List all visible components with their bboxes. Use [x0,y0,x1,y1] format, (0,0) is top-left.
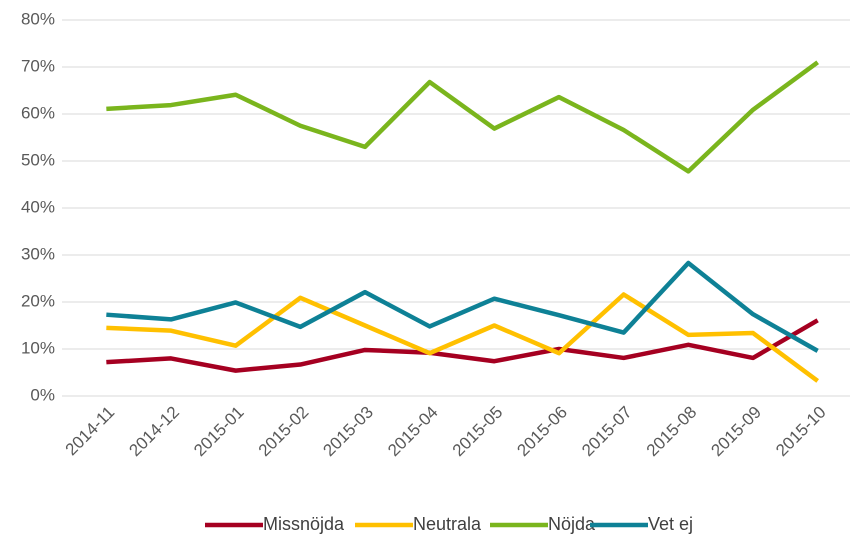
x-tick-label: 2015-02 [255,403,313,461]
y-tick-label: 40% [21,197,55,216]
series-line [106,260,819,353]
y-tick-label: 20% [21,291,55,310]
x-tick-label: 2014-11 [62,403,119,460]
x-tick-label: 2015-05 [449,403,507,461]
x-tick-label: 2015-04 [384,403,442,461]
legend-label: Nöjda [548,514,596,534]
y-tick-label: 10% [21,338,55,357]
y-tick-label: 60% [21,103,55,122]
x-tick-label: 2015-03 [319,403,377,461]
y-tick-label: 50% [21,150,55,169]
x-tick-label: 2015-06 [513,403,571,461]
x-tick-label: 2015-09 [707,403,765,461]
y-tick-label: 70% [21,56,55,75]
legend-label: Neutrala [413,514,482,534]
y-tick-label: 80% [21,9,55,28]
legend-label: Vet ej [648,514,693,534]
legend-label: Missnöjda [263,514,345,534]
y-tick-label: 0% [30,385,55,404]
x-tick-label: 2014-12 [125,403,183,461]
x-tick-label: 2015-07 [578,403,636,461]
x-tick-label: 2015-08 [643,403,701,461]
series-line [106,60,819,174]
series-line [106,292,820,383]
y-tick-label: 30% [21,244,55,263]
series-line [106,318,819,373]
x-tick-label: 2015-01 [190,403,248,461]
x-tick-label: 2015-10 [772,403,830,461]
